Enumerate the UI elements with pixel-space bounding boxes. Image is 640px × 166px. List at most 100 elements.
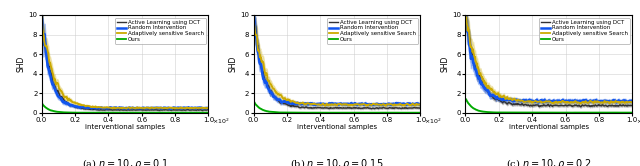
Ours	[462, 98, 470, 100]
Random Intervention	[371, 103, 378, 105]
Random Intervention	[567, 101, 575, 103]
Random Intervention	[92, 107, 100, 109]
Random Intervention	[159, 107, 167, 109]
Y-axis label: SHD: SHD	[440, 56, 449, 72]
Ours	[159, 112, 166, 114]
Ours	[583, 112, 591, 114]
Adaptively sensitive Search	[628, 101, 636, 103]
Ours	[528, 112, 536, 114]
Line: Random Intervention: Random Intervention	[42, 20, 209, 109]
Active Learning using DCT	[270, 96, 278, 98]
Ours	[628, 112, 636, 114]
Active Learning using DCT	[582, 105, 590, 107]
Line: Ours: Ours	[42, 104, 209, 113]
Ours	[143, 112, 151, 114]
Active Learning using DCT	[92, 109, 100, 111]
Active Learning using DCT	[528, 105, 536, 107]
Adaptively sensitive Search	[483, 85, 490, 87]
Adaptively sensitive Search	[355, 104, 363, 106]
Active Learning using DCT	[205, 109, 212, 111]
Legend: Active Learning using DCT, Random Intervention, Adaptively sensitive Search, Our: Active Learning using DCT, Random Interv…	[539, 18, 630, 44]
Line: Active Learning using DCT: Active Learning using DCT	[254, 24, 420, 109]
Line: Ours: Ours	[254, 102, 420, 113]
Active Learning using DCT	[516, 104, 524, 106]
Line: Adaptively sensitive Search: Adaptively sensitive Search	[466, 17, 632, 103]
Active Learning using DCT	[417, 107, 424, 109]
Random Intervention	[250, 15, 258, 17]
Random Intervention	[540, 102, 547, 104]
Text: $\times 10^2$: $\times 10^2$	[424, 117, 442, 126]
Adaptively sensitive Search	[316, 104, 324, 106]
Active Learning using DCT	[355, 107, 362, 109]
Adaptively sensitive Search	[567, 101, 575, 103]
Random Intervention	[104, 107, 112, 109]
Random Intervention	[143, 107, 150, 109]
Random Intervention	[584, 101, 591, 103]
Ours	[58, 111, 66, 113]
Adaptively sensitive Search	[584, 102, 591, 104]
X-axis label: interventional samples: interventional samples	[297, 124, 377, 130]
Y-axis label: SHD: SHD	[17, 56, 26, 72]
Random Intervention	[417, 103, 424, 105]
Adaptively sensitive Search	[463, 16, 470, 18]
Random Intervention	[462, 13, 470, 15]
Active Learning using DCT	[482, 87, 490, 89]
Random Intervention	[168, 108, 175, 110]
Ours	[371, 112, 378, 114]
Title: (b) $n = 10, \rho = 0.15$: (b) $n = 10, \rho = 0.15$	[290, 157, 384, 166]
Adaptively sensitive Search	[38, 22, 46, 24]
Y-axis label: SHD: SHD	[228, 56, 237, 72]
Active Learning using DCT	[158, 109, 166, 111]
Random Intervention	[528, 100, 536, 102]
X-axis label: interventional samples: interventional samples	[85, 124, 165, 130]
Ours	[609, 112, 616, 114]
Ours	[355, 112, 362, 114]
Ours	[567, 112, 575, 114]
Adaptively sensitive Search	[270, 88, 278, 90]
Active Learning using DCT	[628, 105, 636, 107]
Ours	[316, 112, 324, 114]
Ours	[403, 112, 411, 114]
Ours	[516, 112, 524, 114]
Random Intervention	[364, 104, 371, 106]
Active Learning using DCT	[58, 96, 66, 98]
Active Learning using DCT	[316, 107, 324, 109]
Active Learning using DCT	[250, 23, 258, 25]
Active Learning using DCT	[104, 109, 112, 111]
Ours	[250, 101, 258, 103]
Adaptively sensitive Search	[305, 102, 312, 104]
Line: Random Intervention: Random Intervention	[254, 16, 420, 105]
Random Intervention	[158, 107, 166, 109]
Title: (c) $n = 10, \rho = 0.2$: (c) $n = 10, \rho = 0.2$	[506, 157, 592, 166]
Ours	[140, 112, 147, 114]
Adaptively sensitive Search	[577, 102, 584, 104]
Adaptively sensitive Search	[159, 107, 167, 109]
Random Intervention	[205, 107, 212, 109]
Text: $\times 10^2$: $\times 10^2$	[212, 117, 229, 126]
Active Learning using DCT	[198, 110, 206, 112]
Random Intervention	[516, 100, 524, 102]
Line: Random Intervention: Random Intervention	[466, 14, 632, 103]
Active Learning using DCT	[371, 108, 378, 110]
Adaptively sensitive Search	[104, 107, 112, 109]
Random Intervention	[38, 19, 46, 21]
Adaptively sensitive Search	[143, 107, 150, 109]
Adaptively sensitive Search	[159, 107, 166, 109]
Random Intervention	[270, 95, 278, 97]
Ours	[482, 111, 490, 113]
Active Learning using DCT	[462, 13, 470, 15]
Adaptively sensitive Search	[583, 101, 591, 103]
Active Learning using DCT	[38, 16, 46, 18]
Random Intervention	[372, 103, 380, 105]
Ours	[205, 112, 212, 114]
X-axis label: interventional samples: interventional samples	[509, 124, 589, 130]
Title: (a) $n = 10, \rho = 0.1$: (a) $n = 10, \rho = 0.1$	[82, 157, 168, 166]
Active Learning using DCT	[372, 107, 380, 109]
Legend: Active Learning using DCT, Random Intervention, Adaptively sensitive Search, Our: Active Learning using DCT, Random Interv…	[115, 18, 205, 44]
Random Intervention	[316, 103, 324, 105]
Active Learning using DCT	[577, 106, 584, 108]
Adaptively sensitive Search	[516, 100, 524, 102]
Line: Adaptively sensitive Search: Adaptively sensitive Search	[42, 23, 209, 108]
Adaptively sensitive Search	[417, 103, 424, 105]
Line: Active Learning using DCT: Active Learning using DCT	[42, 17, 209, 111]
